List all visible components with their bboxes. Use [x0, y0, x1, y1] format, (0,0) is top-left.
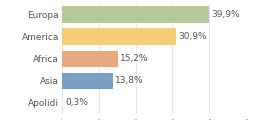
Text: 0,3%: 0,3%: [65, 98, 88, 108]
Text: 15,2%: 15,2%: [120, 54, 148, 63]
Bar: [62, 6, 209, 23]
Bar: [62, 51, 118, 67]
Bar: [62, 28, 176, 45]
Bar: [62, 73, 113, 89]
Bar: [62, 95, 63, 111]
Text: 30,9%: 30,9%: [178, 32, 207, 41]
Text: 13,8%: 13,8%: [115, 76, 143, 85]
Text: 39,9%: 39,9%: [211, 10, 240, 19]
